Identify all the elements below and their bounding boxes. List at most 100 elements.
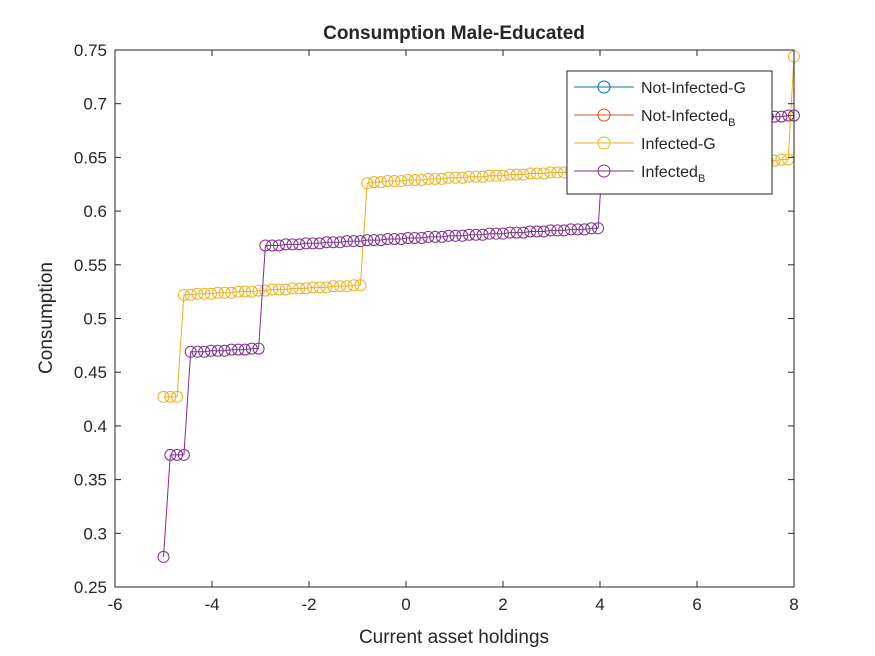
y-ticks: 0.25 0.3 0.35 0.4 0.45 0.5 0.55 0.6 0.65 0.7 0.75 [74,41,794,597]
legend-label-main: Not-Infected [641,108,728,125]
data-point [537,225,550,238]
data-point [340,280,353,293]
data-point [463,170,476,183]
data-point [354,235,367,248]
y-axis-label: Consumption [36,262,57,374]
data-point [205,287,218,300]
data-point [293,282,306,295]
data-point [211,344,224,357]
data-point [429,172,442,185]
data-point [232,343,245,356]
data-point [279,283,292,296]
data-point [320,236,333,249]
data-point [429,230,442,243]
data-point [510,168,523,181]
y-tick-label: 0.7 [83,95,107,114]
data-point [313,237,326,250]
data-point [306,281,319,294]
data-point [395,233,408,246]
data-point [490,169,503,182]
data-point [775,153,788,166]
data-point [198,345,211,358]
data-point [571,223,584,236]
legend-marker [597,80,611,94]
data-point [272,239,285,252]
data-point [551,224,564,237]
data-point [415,231,428,244]
data-point [347,235,360,248]
data-point [272,283,285,296]
data-point [184,345,197,358]
data-point [530,225,543,238]
data-point [775,110,788,123]
data-point [422,172,435,185]
data-point [456,229,469,242]
data-point [184,288,197,301]
y-tick-label: 0.45 [74,363,107,382]
data-point [497,169,509,182]
data-point [388,233,401,246]
data-point [517,226,530,239]
data-point [238,285,251,298]
data-point [530,167,543,180]
y-tick-label: 0.75 [74,41,107,60]
data-point [157,390,170,403]
legend-label: Not-Infected-G [641,80,746,97]
y-tick-label: 0.55 [74,256,107,275]
data-point [266,283,279,296]
data-point [442,171,455,184]
data-point [490,227,503,240]
data-point [259,239,272,252]
data-point [592,222,605,235]
legend-label-subscript: B [698,173,705,185]
data-point [408,231,421,244]
data-point [435,172,448,185]
data-point [537,167,550,180]
data-point [347,279,360,292]
data-point [456,171,469,184]
data-point [164,448,177,461]
data-point [259,284,272,297]
data-point [334,280,347,293]
legend-box [566,70,773,195]
data-point [361,234,374,247]
data-point [544,224,557,237]
data-point [463,228,476,241]
data-point [225,286,238,299]
data-point [524,167,537,180]
data-point [469,170,482,183]
data-point [510,226,523,239]
data-point [266,239,279,252]
data-point [191,345,204,358]
data-point [361,177,374,190]
legend-label: InfectedB [641,164,705,185]
data-point [367,234,380,247]
data-point [578,223,591,236]
data-point [327,280,340,293]
legend-label-main: Not-Infected-G [641,80,746,97]
x-tick-label: -2 [301,595,316,614]
data-point [205,344,218,357]
data-point [211,286,224,299]
data-point [177,448,190,461]
data-point [422,230,435,243]
legend-label: Not-InfectedB [641,108,736,129]
chart-title: Consumption Male-Educated [323,23,585,44]
data-point [469,228,482,241]
legend: Not-Infected-GNot-InfectedBInfected-GInf… [566,70,773,195]
data-point [388,175,401,188]
data-point [497,227,509,240]
x-tick-label: -4 [204,595,219,614]
data-point [483,169,496,182]
x-tick-label: -6 [107,595,122,614]
x-axis-label: Current asset holdings [359,627,549,648]
data-point [449,171,462,184]
data-point [517,168,530,181]
data-point [442,229,455,242]
data-point [374,176,387,189]
legend-marker [597,164,611,178]
data-point [164,390,177,403]
data-point [320,281,333,294]
data-point [238,343,251,356]
